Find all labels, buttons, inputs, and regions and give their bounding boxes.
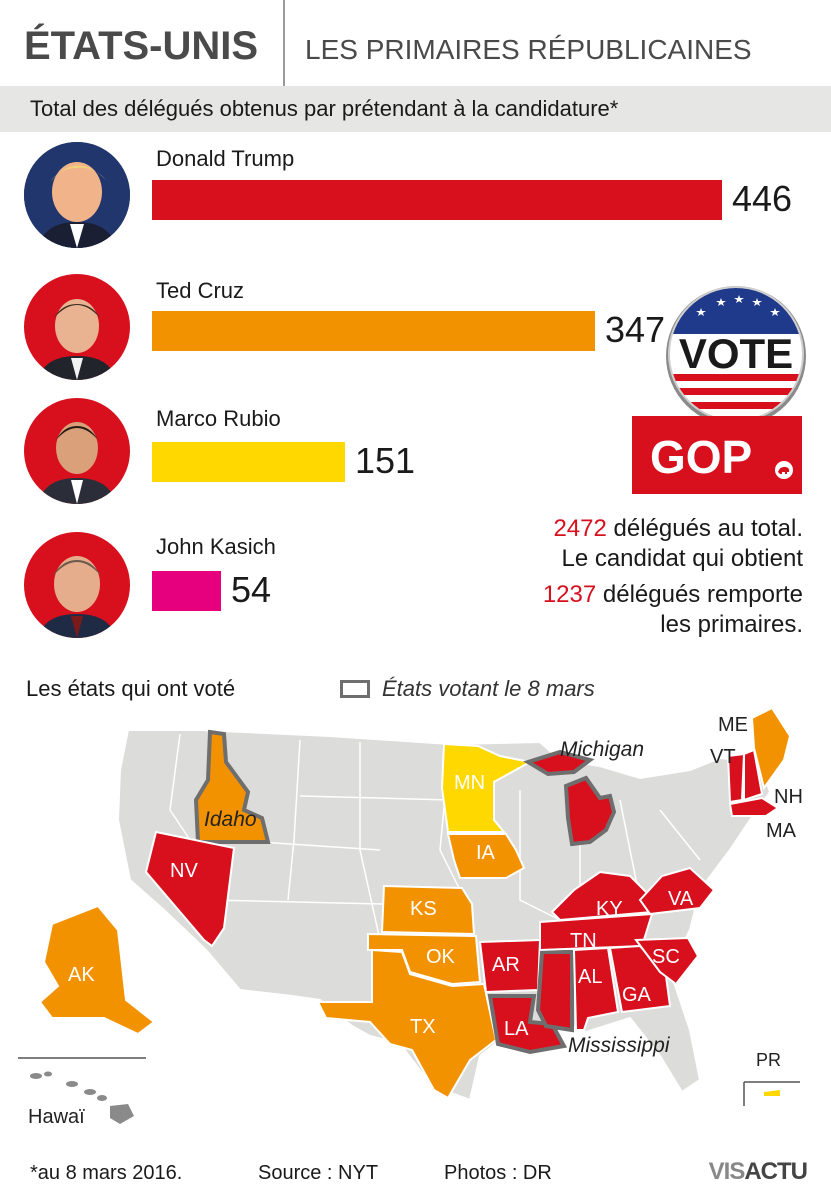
avatar-rubio bbox=[24, 398, 130, 504]
bar-kasich bbox=[152, 571, 221, 611]
map-state-massachusetts bbox=[728, 796, 780, 817]
candidate-name-kasich: John Kasich bbox=[156, 534, 276, 559]
label-ok: OK bbox=[426, 946, 455, 968]
us-map bbox=[18, 706, 800, 1124]
label-ar: AR bbox=[492, 954, 520, 976]
map-state-south-carolina bbox=[634, 936, 700, 986]
photos-credit: Photos : DR bbox=[444, 1162, 552, 1184]
gop-logo-text: GOP bbox=[650, 431, 753, 483]
bar-cruz bbox=[152, 311, 595, 351]
avatar-cruz bbox=[24, 274, 130, 380]
label-tn: TN bbox=[570, 930, 597, 952]
total-delegates-text: délégués au total. bbox=[606, 515, 804, 542]
label-ga: GA bbox=[622, 984, 651, 1006]
bar-value-trump: 446 bbox=[732, 178, 793, 219]
chart-title: Total des délégués obtenus par prétendan… bbox=[30, 96, 619, 121]
candidate-name-cruz: Ted Cruz bbox=[156, 278, 245, 303]
label-michigan: Michigan bbox=[560, 738, 645, 761]
map-legend-swatch bbox=[340, 680, 370, 698]
logo-part-b: ACTU bbox=[744, 1158, 808, 1185]
footnote: *au 8 mars 2016. bbox=[30, 1162, 183, 1184]
label-la: LA bbox=[504, 1018, 529, 1040]
header-title: ÉTATS-UNIS bbox=[24, 24, 259, 68]
avatar-kasich bbox=[24, 532, 130, 638]
map-state-georgia bbox=[608, 944, 672, 1014]
vote-badge-text: VOTE bbox=[679, 330, 793, 377]
map-state-minnesota bbox=[440, 742, 533, 833]
source-credit: Source : NYT bbox=[258, 1162, 379, 1184]
label-nv: NV bbox=[170, 860, 198, 882]
header-subtitle: LES PRIMAIRES RÉPUBLICAINES bbox=[305, 34, 752, 65]
candidate-name-rubio: Marco Rubio bbox=[156, 406, 281, 431]
subtitle-band bbox=[0, 86, 831, 132]
label-ia: IA bbox=[476, 842, 495, 864]
bar-value-cruz: 347 bbox=[605, 309, 666, 350]
map-state-louisiana bbox=[487, 994, 568, 1055]
map-state-hawaii bbox=[30, 1071, 134, 1124]
totals-line-2: Le candidat qui obtient bbox=[561, 545, 803, 572]
label-mn: MN bbox=[454, 772, 486, 794]
map-state-maine bbox=[750, 706, 792, 791]
label-ky: KY bbox=[596, 898, 623, 920]
label-me: ME bbox=[718, 714, 748, 736]
label-pr: PR bbox=[756, 1050, 782, 1070]
label-sc: SC bbox=[652, 946, 680, 968]
map-state-kentucky bbox=[550, 870, 654, 922]
map-pr-frame bbox=[743, 1081, 800, 1106]
label-ak: AK bbox=[68, 964, 95, 986]
bar-trump bbox=[152, 180, 722, 220]
map-state-alabama bbox=[572, 946, 620, 1031]
map-state-puerto-rico bbox=[764, 1090, 780, 1096]
label-hawaii: Hawaï bbox=[28, 1106, 85, 1128]
label-al: AL bbox=[578, 966, 603, 988]
label-vt: VT bbox=[710, 746, 736, 768]
map-title: Les états qui ont voté bbox=[26, 676, 236, 701]
map-state-iowa bbox=[446, 833, 526, 879]
map-state-new-hampshire bbox=[743, 748, 764, 802]
needed-delegates-text: délégués remporte bbox=[596, 581, 803, 608]
map-state-mississippi bbox=[535, 950, 574, 1033]
map-state-kansas bbox=[380, 884, 476, 936]
label-tx: TX bbox=[410, 1016, 436, 1038]
label-idaho: Idaho bbox=[204, 808, 257, 831]
logo-part-a: VIS bbox=[708, 1158, 746, 1185]
bar-rubio bbox=[152, 442, 345, 482]
candidate-name-trump: Donald Trump bbox=[156, 146, 295, 171]
visactu-logo: VISACTU bbox=[708, 1158, 808, 1186]
header-divider bbox=[283, 0, 285, 86]
totals-text: 2472 délégués au total. Le candidat qui … bbox=[543, 514, 803, 640]
map-state-nevada bbox=[144, 830, 236, 948]
totals-line-4: les primaires. bbox=[660, 611, 803, 638]
map-state-texas bbox=[316, 948, 498, 1100]
gop-logo: GOP bbox=[632, 416, 802, 494]
label-nh: NH bbox=[774, 786, 803, 808]
vote-badge-icon: VOTE bbox=[666, 286, 806, 426]
label-mississippi: Mississippi bbox=[568, 1034, 670, 1057]
map-state-idaho bbox=[193, 729, 271, 844]
bar-value-kasich: 54 bbox=[231, 569, 272, 610]
label-va: VA bbox=[668, 888, 694, 910]
map-legend-label: États votant le 8 mars bbox=[382, 676, 595, 701]
elephant-icon bbox=[775, 461, 793, 479]
map-state-michigan bbox=[523, 749, 617, 847]
avatar-trump bbox=[24, 142, 130, 248]
label-ma: MA bbox=[766, 820, 796, 842]
map-state-virginia bbox=[638, 866, 716, 916]
bar-value-rubio: 151 bbox=[355, 440, 416, 481]
map-state-alaska bbox=[38, 904, 156, 1036]
label-ks: KS bbox=[410, 898, 437, 920]
total-delegates-number: 2472 bbox=[553, 515, 607, 542]
needed-delegates-number: 1237 bbox=[542, 581, 597, 608]
map-state-vermont bbox=[726, 752, 746, 804]
